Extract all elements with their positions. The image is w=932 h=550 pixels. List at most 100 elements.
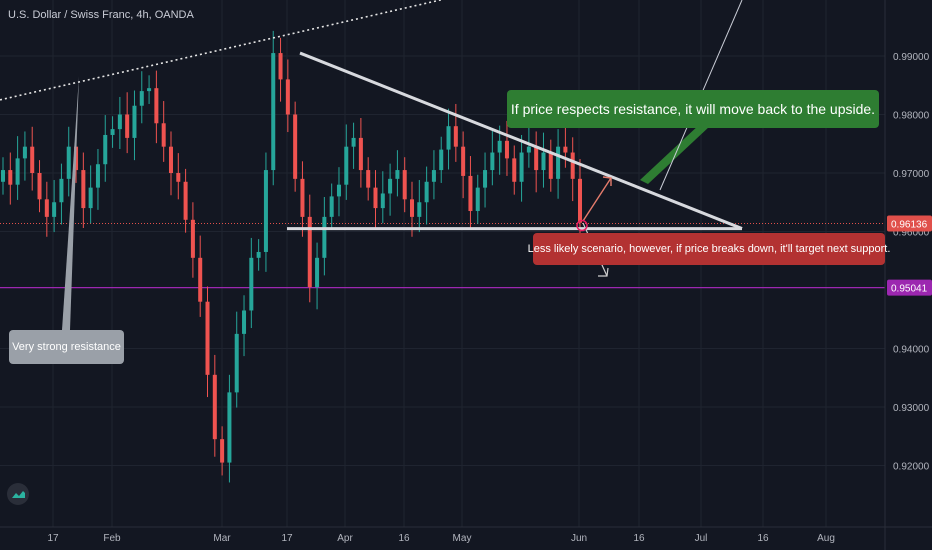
candle-body [88, 187, 93, 209]
candle-body [95, 164, 100, 188]
breakout-marker-icon [576, 219, 588, 232]
candle-body [388, 178, 393, 194]
candle-body [461, 146, 466, 176]
candle-body [541, 152, 546, 171]
y-tick-label: 0.98000 [893, 111, 930, 122]
descending-resistance-line[interactable] [299, 51, 743, 230]
tradingview-logo-shape [12, 491, 25, 498]
candle-body [168, 146, 173, 173]
candles [0, 30, 583, 483]
chart-title: U.S. Dollar / Swiss Franc, 4h, OANDA [8, 9, 194, 21]
candle-body [234, 333, 239, 393]
candle-body [190, 219, 195, 258]
candle-body [300, 178, 305, 217]
candle-body [490, 152, 495, 171]
x-tick-label: 16 [757, 533, 769, 544]
candle-body [22, 146, 27, 159]
candle-body [30, 146, 35, 173]
current-price-label: 0.96136 [891, 220, 928, 231]
candle-body [366, 170, 371, 188]
candle-body [548, 152, 553, 179]
price-lines [0, 223, 885, 289]
candle-body [410, 199, 415, 217]
candle-body [497, 140, 502, 153]
candle-body [176, 173, 181, 182]
candle-body [439, 149, 444, 171]
candle-body [59, 178, 64, 203]
candle-body [534, 146, 539, 171]
candle-body [351, 137, 356, 147]
candle-body [475, 187, 480, 212]
bearish-scenario-callout[interactable]: Less likely scenario, however, if price … [528, 233, 890, 265]
candle-body [424, 181, 429, 203]
candle-body [110, 129, 115, 135]
candle-body [271, 53, 276, 171]
candle-body [556, 146, 561, 179]
candle-body [52, 202, 57, 217]
candle-body [278, 53, 283, 80]
candle-body [504, 140, 509, 159]
x-tick-label: 17 [281, 533, 293, 544]
candle-body [446, 126, 451, 150]
candle-body [103, 134, 108, 165]
candle-body [242, 310, 247, 334]
candle-body [468, 175, 473, 212]
resistance-callout[interactable]: Very strong resistance [9, 330, 124, 364]
candle-body [570, 152, 575, 179]
x-tick-label: 16 [633, 533, 645, 544]
candle-body [307, 216, 312, 288]
x-tick-label: Jun [571, 533, 587, 544]
candle-body [81, 170, 86, 209]
candle-body [154, 88, 159, 124]
x-tick-label: Feb [103, 533, 121, 544]
tradingview-logo-icon[interactable] [7, 483, 29, 505]
x-tick-label: Jul [695, 533, 708, 544]
candle-body [329, 196, 334, 217]
candle-body [344, 146, 349, 185]
candle-body [358, 137, 363, 171]
candle-body [577, 178, 583, 223]
candle-body [417, 202, 422, 217]
current-price-tag [887, 215, 932, 232]
long-term-resistance-line[interactable] [0, 0, 645, 101]
candle-body [526, 146, 531, 153]
candle-body [395, 170, 400, 179]
candle-body [402, 170, 407, 200]
candle-body [431, 170, 436, 182]
candle-body [8, 170, 13, 185]
candle-body [183, 181, 188, 220]
x-tick-label: Apr [337, 533, 353, 544]
candle-body [336, 184, 341, 197]
candle-body [512, 158, 517, 182]
candle-body [256, 251, 261, 258]
candle-body [220, 439, 225, 463]
candle-body [139, 91, 144, 106]
resistance-callout-pointer [62, 76, 79, 330]
x-tick-label: 17 [47, 533, 59, 544]
y-tick-label: 0.99000 [893, 52, 930, 63]
candle-body [198, 257, 203, 302]
candle-body [0, 170, 6, 182]
x-tick-label: May [453, 533, 472, 544]
y-tick-label: 0.93000 [893, 403, 930, 414]
support-price-label: 0.95041 [891, 284, 928, 295]
candle-body [37, 173, 42, 200]
support-price-tag [887, 279, 932, 296]
candle-body [322, 216, 327, 258]
x-tick-label: Aug [817, 533, 835, 544]
candle-body [380, 193, 385, 209]
drawings [0, 0, 743, 330]
y-tick-label: 0.96000 [893, 228, 930, 239]
down-arrow-head-icon [598, 267, 609, 277]
bullish-scenario-callout[interactable]: If price respects resistance, it will mo… [507, 90, 879, 128]
candle-body [315, 257, 320, 288]
candle-body [205, 301, 210, 375]
up-scenario-arrow [582, 177, 612, 222]
y-tick-label: 0.94000 [893, 345, 930, 356]
candle-body [519, 152, 524, 182]
candle-body [44, 199, 49, 217]
candle-body [147, 88, 152, 92]
